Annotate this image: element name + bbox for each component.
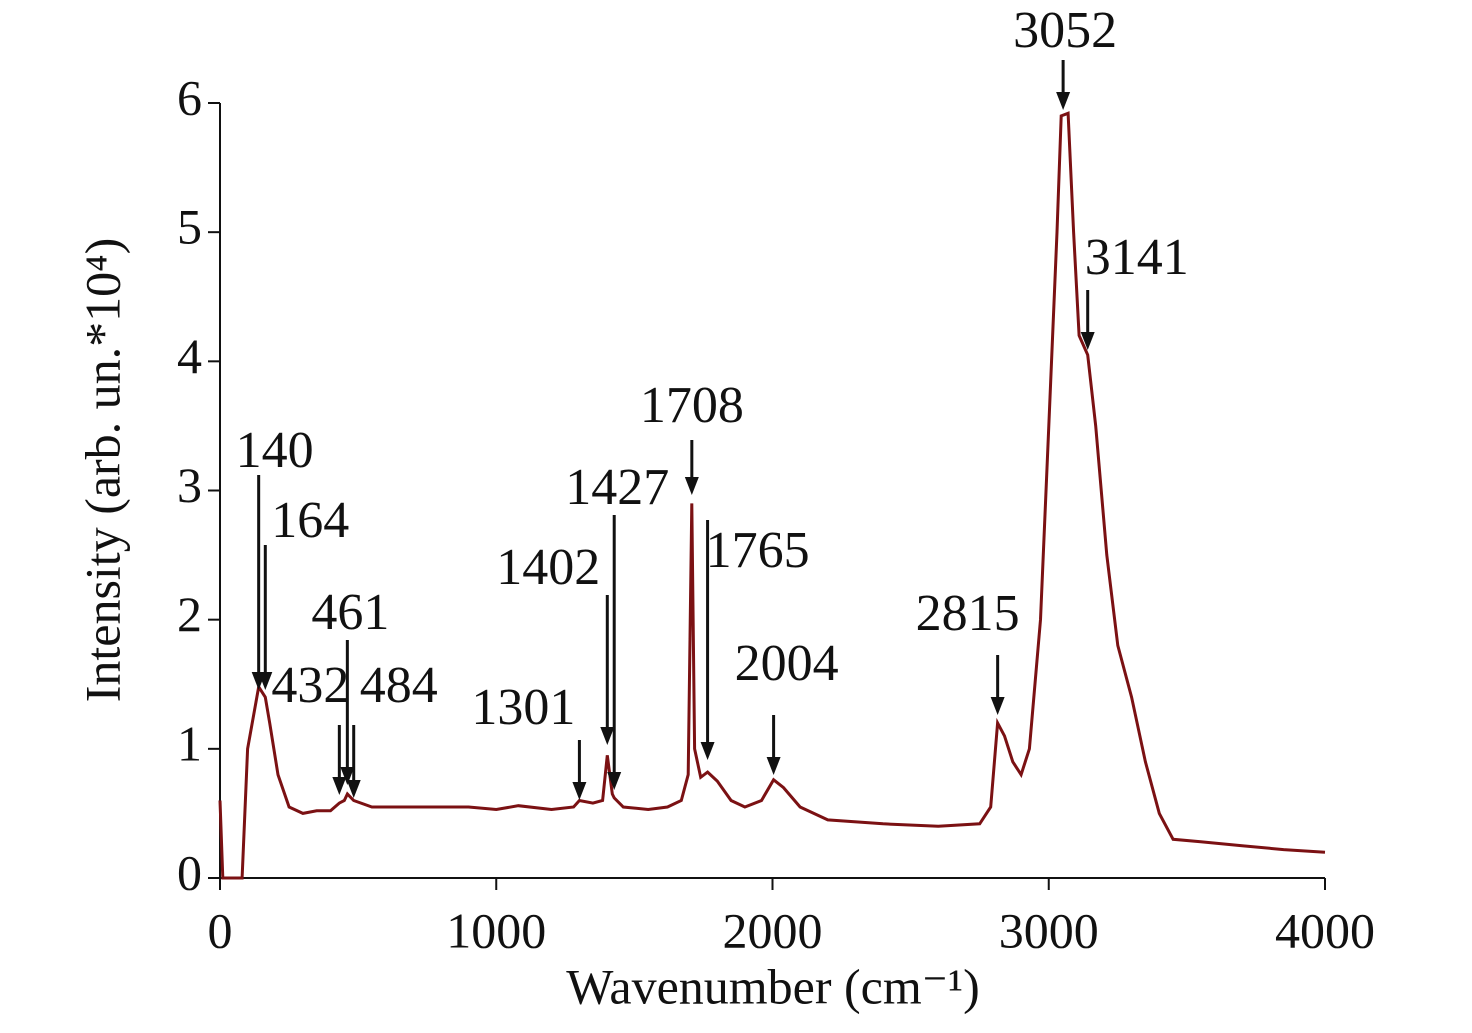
annotation-arrowhead [572,782,587,800]
annotation-label: 461 [311,584,389,641]
x-tick-label: 1000 [446,902,546,958]
x-tick-label: 3000 [999,902,1099,958]
annotation-label: 2815 [916,585,1020,642]
annotation-label: 3141 [1085,229,1189,286]
annotation-label: 2004 [735,635,839,692]
y-tick-label: 0 [177,844,202,900]
x-axis-title: Wavenumber (cm⁻¹) [566,958,980,1014]
annotation-label: 1301 [471,679,575,736]
y-tick-label: 4 [177,328,202,384]
annotation-label: 484 [360,657,438,714]
annotation-arrowhead [766,757,781,775]
annotation-label: 3052 [1013,2,1117,59]
annotation-label: 164 [271,492,349,549]
annotation-arrowhead [346,780,361,798]
y-tick-label: 3 [177,457,202,513]
annotation-arrowhead [1080,332,1095,350]
annotation-arrowhead [332,777,347,795]
annotation-label: 140 [236,422,314,479]
y-tick-label: 5 [177,199,202,255]
annotation-label: 1427 [565,459,669,516]
annotation-label: 432 [271,657,349,714]
annotation-label: 1402 [496,539,600,596]
x-tick-label: 0 [208,902,233,958]
spectrum-line [218,111,1326,880]
y-tick-label: 1 [177,715,202,771]
annotation-arrowhead [340,767,355,785]
annotation-arrowhead [684,477,699,495]
y-tick-label: 2 [177,586,202,642]
annotation-arrowhead [1056,92,1071,110]
annotation-arrowhead [607,772,622,790]
y-tick-label: 6 [177,69,202,125]
annotation-arrowhead [700,742,715,760]
annotation-arrowhead [258,672,273,690]
annotation-label: 1708 [640,377,744,434]
annotation-arrowhead [600,727,615,745]
x-tick-label: 2000 [723,902,823,958]
annotation-arrowhead [990,697,1005,715]
x-tick-label: 4000 [1275,902,1375,958]
y-axis-title: Intensity (arb. un.*10⁴) [74,238,130,703]
annotation-label: 1765 [706,522,810,579]
